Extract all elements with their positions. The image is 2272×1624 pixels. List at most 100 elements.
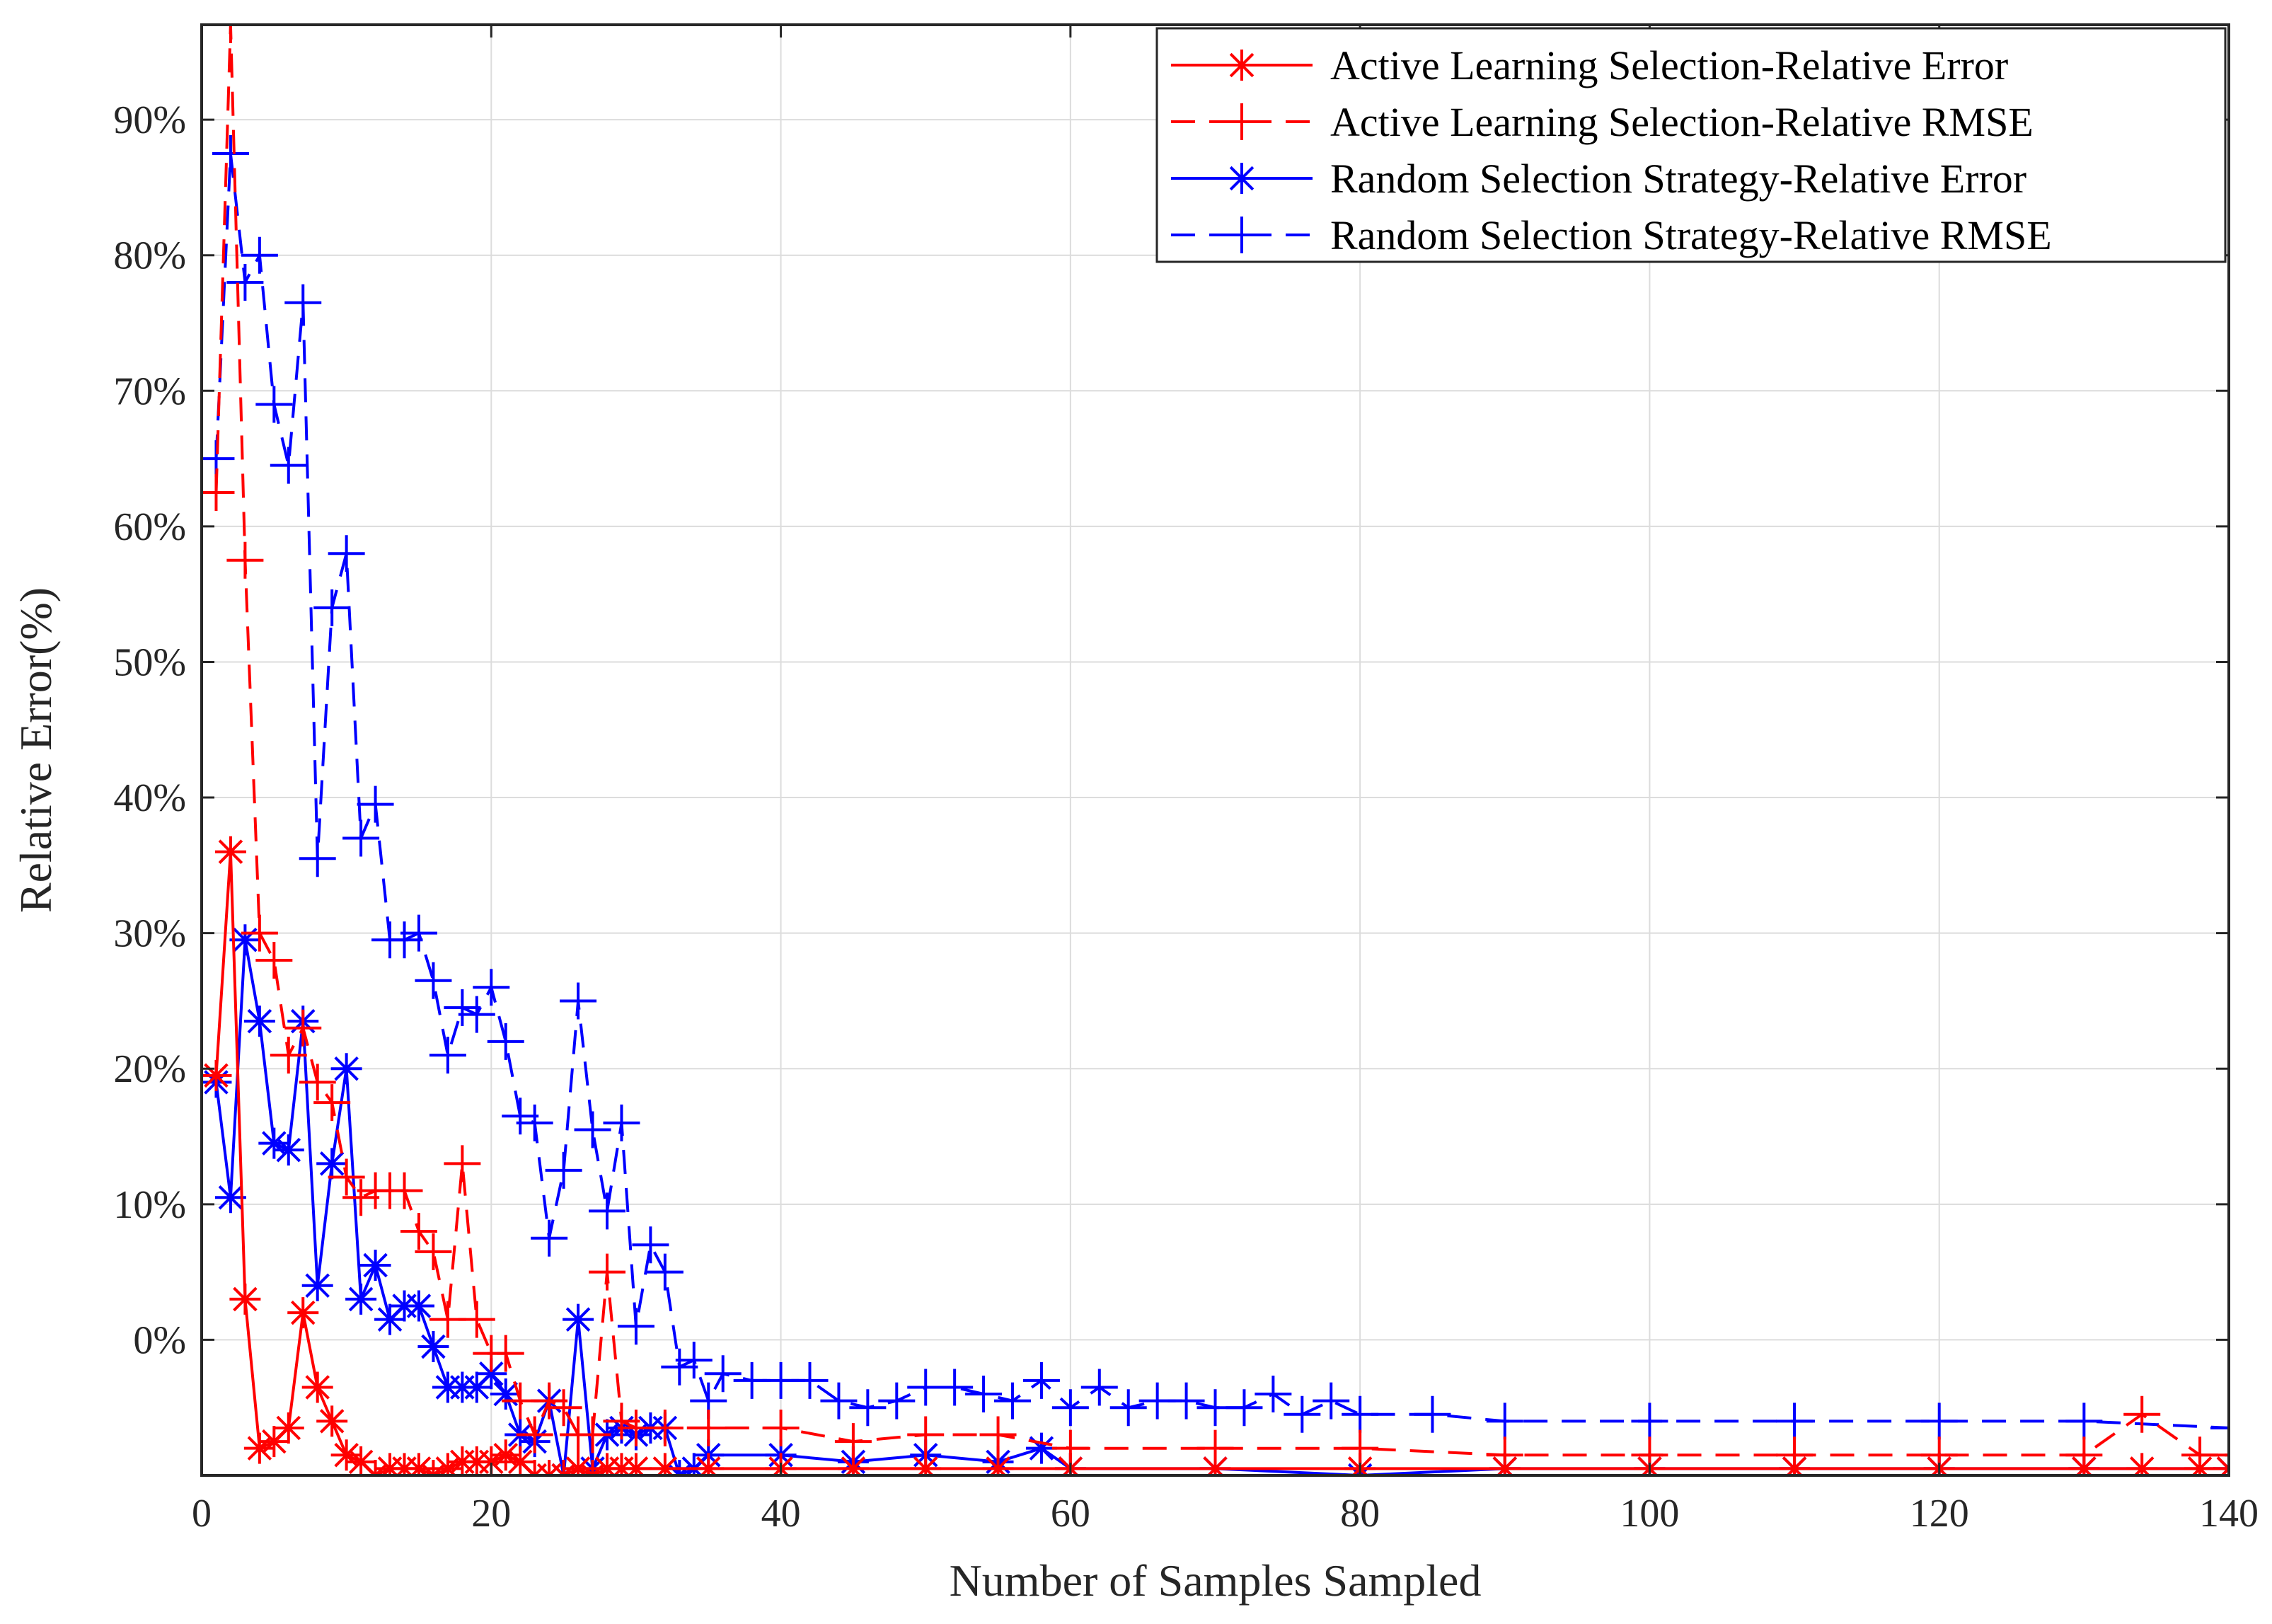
legend-swatch-marker bbox=[1223, 103, 1260, 140]
data-point bbox=[270, 447, 307, 484]
data-point bbox=[359, 1250, 391, 1282]
marker-stroke bbox=[410, 1456, 432, 1475]
data-point bbox=[415, 962, 452, 999]
data-point bbox=[1080, 1369, 1118, 1406]
data-point bbox=[661, 1348, 698, 1386]
data-point bbox=[574, 1111, 611, 1148]
data-point bbox=[255, 386, 293, 423]
data-point bbox=[603, 1403, 640, 1440]
data-point bbox=[820, 1382, 858, 1419]
marker-stroke bbox=[1785, 1456, 1807, 1475]
marker-stroke bbox=[334, 1056, 359, 1081]
data-point bbox=[374, 1303, 406, 1335]
data-point bbox=[2065, 1403, 2103, 1440]
data-point bbox=[386, 921, 423, 959]
data-point bbox=[531, 1219, 568, 1257]
plot-frame bbox=[200, 23, 2230, 1477]
data-point bbox=[328, 535, 365, 572]
data-point bbox=[386, 1172, 423, 1209]
x-tick-label: 60 bbox=[1051, 1492, 1090, 1536]
data-point bbox=[301, 1269, 333, 1301]
data-point bbox=[284, 284, 322, 321]
data-point bbox=[2210, 1436, 2229, 1474]
legend-entry: Active Learning Selection-Relative RMSE bbox=[1171, 99, 2034, 145]
data-point bbox=[357, 785, 394, 823]
data-point bbox=[560, 982, 597, 1020]
data-point bbox=[415, 1233, 452, 1270]
marker-stroke bbox=[348, 1449, 374, 1475]
data-point bbox=[400, 914, 437, 952]
data-point bbox=[617, 1308, 655, 1345]
data-point bbox=[2210, 1409, 2229, 1446]
marker-stroke bbox=[2191, 1456, 2213, 1475]
marker-stroke bbox=[421, 1334, 446, 1359]
marker-stroke bbox=[247, 1008, 272, 1034]
data-point bbox=[2068, 1453, 2100, 1475]
data-point bbox=[2184, 1453, 2216, 1475]
data-point bbox=[417, 1330, 449, 1362]
legend-label: Random Selection Strategy-Relative Error bbox=[1330, 156, 2026, 202]
data-point bbox=[632, 1226, 669, 1264]
marker-stroke bbox=[348, 1286, 374, 1312]
data-point bbox=[1109, 1389, 1147, 1427]
marker-stroke bbox=[989, 1456, 1010, 1475]
data-point bbox=[212, 25, 249, 43]
marker-stroke bbox=[1029, 1436, 1054, 1461]
marker-stroke bbox=[319, 1409, 345, 1434]
data-point bbox=[316, 1405, 348, 1437]
data-point bbox=[693, 1453, 725, 1475]
data-point bbox=[487, 1335, 524, 1372]
data-point bbox=[226, 541, 264, 579]
data-point bbox=[910, 1453, 942, 1475]
legend-entry: Random Selection Strategy-Relative Error bbox=[1171, 156, 2026, 202]
data-point bbox=[646, 1409, 684, 1446]
data-point bbox=[214, 836, 246, 868]
data-point bbox=[429, 1037, 466, 1074]
data-point bbox=[563, 1303, 594, 1335]
y-axis-label: Relative Error(%) bbox=[11, 587, 61, 913]
marker-stroke bbox=[290, 1300, 316, 1325]
x-tick-label: 120 bbox=[1910, 1492, 1969, 1536]
series-line bbox=[214, 850, 2229, 1475]
data-point bbox=[675, 1342, 713, 1379]
data-point bbox=[258, 1127, 290, 1159]
marker-stroke bbox=[844, 1456, 866, 1475]
data-point bbox=[287, 1297, 319, 1329]
data-point bbox=[516, 1104, 553, 1141]
data-point bbox=[403, 1453, 434, 1475]
x-tick-label: 0 bbox=[192, 1492, 212, 1536]
marker-stroke bbox=[305, 1273, 330, 1298]
marker-stroke bbox=[363, 1463, 378, 1475]
marker-stroke bbox=[363, 1252, 388, 1278]
data-point bbox=[982, 1453, 1014, 1475]
data-point bbox=[1631, 1403, 1668, 1440]
marker-stroke bbox=[2075, 1456, 2097, 1475]
data-point bbox=[646, 1253, 684, 1291]
marker-stroke bbox=[1496, 1456, 1518, 1475]
data-point bbox=[330, 1053, 362, 1085]
data-point bbox=[1313, 1382, 1350, 1419]
data-point bbox=[241, 914, 278, 952]
marker-stroke bbox=[479, 1361, 504, 1386]
data-point bbox=[603, 1104, 640, 1141]
data-point bbox=[444, 989, 481, 1027]
data-point bbox=[502, 1098, 539, 1135]
marker-stroke bbox=[580, 1463, 595, 1475]
y-tick-label: 60% bbox=[113, 505, 186, 549]
legend: Active Learning Selection-Relative Error… bbox=[1155, 27, 2227, 263]
x-tick-label: 20 bbox=[471, 1492, 511, 1536]
legend-label: Active Learning Selection-Relative RMSE bbox=[1330, 99, 2034, 145]
marker-stroke bbox=[421, 1463, 436, 1475]
data-point bbox=[1486, 1403, 1523, 1440]
y-tick-label: 70% bbox=[113, 369, 186, 413]
data-point bbox=[589, 1253, 625, 1291]
x-tick-label: 40 bbox=[761, 1492, 801, 1536]
marker-stroke bbox=[406, 1294, 432, 1318]
y-tick-label: 40% bbox=[113, 776, 186, 820]
marker-stroke bbox=[1229, 166, 1255, 191]
marker-stroke bbox=[2216, 1456, 2229, 1471]
marker-stroke bbox=[276, 1415, 301, 1441]
marker-stroke bbox=[627, 1456, 649, 1475]
data-point bbox=[1414, 1395, 1451, 1433]
data-point bbox=[531, 1382, 568, 1419]
